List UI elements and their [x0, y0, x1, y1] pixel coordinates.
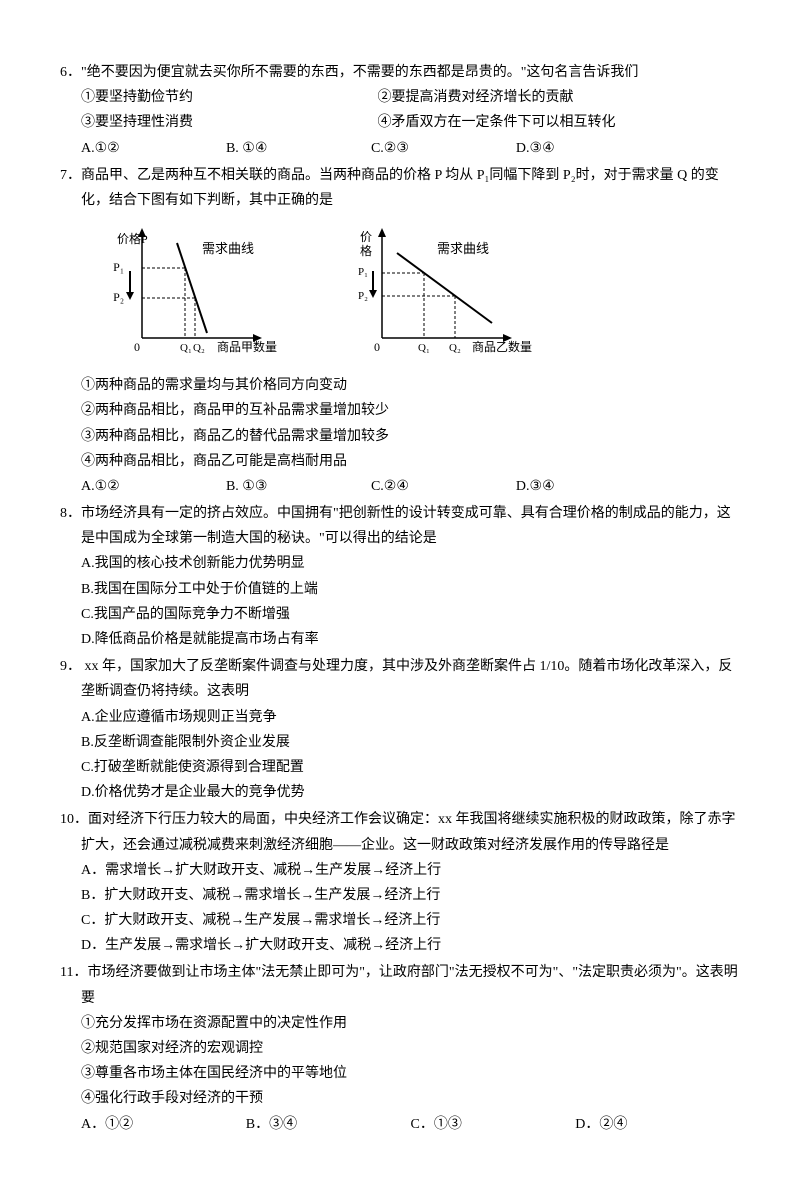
q6-options: A.①② B. ①④ C.②③ D.③④	[60, 136, 740, 161]
chart-2: 价 格 需求曲线 P₁ P₂ 0 Q₁ Q₂ 商品乙数量	[342, 223, 562, 363]
c1-q1: Q₁	[180, 342, 192, 354]
q7-stem: 7．商品甲、乙是两种互不相关联的商品。当两种商品的价格 P 均从 P₁同幅下降到…	[60, 163, 740, 213]
q11-num: 11．	[60, 965, 87, 980]
q9-oD: D.价格优势才是企业最大的竞争优势	[60, 780, 740, 805]
question-8: 8．市场经济具有一定的挤占效应。中国拥有"把创新性的设计转变成可靠、具有合理价格…	[60, 501, 740, 652]
q9-oB: B.反垄断调查能限制外资企业发展	[60, 730, 740, 755]
c2-xlabel: 商品乙数量	[472, 339, 532, 354]
c2-ylabel-1: 价	[360, 230, 372, 244]
q6-oC: C.②③	[371, 136, 516, 161]
q7-oD: D.③④	[516, 474, 661, 499]
c2-p2: P₂	[358, 290, 368, 302]
q6-sub-row2: ③要坚持理性消费 ④矛盾双方在一定条件下可以相互转化	[60, 110, 740, 135]
q6-oA: A.①②	[81, 136, 226, 161]
q8-stem: 8．市场经济具有一定的挤占效应。中国拥有"把创新性的设计转变成可靠、具有合理价格…	[60, 501, 740, 551]
q10-stem: 10．面对经济下行压力较大的局面，中央经济工作会议确定：xx 年我国将继续实施积…	[60, 807, 740, 857]
q9-stem: 9． xx 年，国家加大了反垄断案件调查与处理力度，其中涉及外商垄断案件占 1/…	[60, 654, 740, 704]
q6-text: "绝不要因为便宜就去买你所不需要的东西，不需要的东西都是昂贵的。"这句名言告诉我…	[81, 65, 638, 80]
c2-ylabel-2: 格	[360, 243, 372, 258]
c1-p1: P₁	[113, 260, 124, 274]
q9-oA: A.企业应遵循市场规则正当竞争	[60, 705, 740, 730]
q8-oD: D.降低商品价格是就能提高市场占有率	[60, 627, 740, 652]
question-9: 9． xx 年，国家加大了反垄断案件调查与处理力度，其中涉及外商垄断案件占 1/…	[60, 654, 740, 805]
q7-oA: A.①②	[81, 474, 226, 499]
c1-p2: P₂	[113, 290, 124, 304]
q9-num: 9．	[60, 659, 81, 674]
question-7: 7．商品甲、乙是两种互不相关联的商品。当两种商品的价格 P 均从 P₁同幅下降到…	[60, 163, 740, 499]
q10-oB: B．扩大财政开支、减税→需求增长→生产发展→经济上行	[60, 883, 740, 908]
q11-s4: ④强化行政手段对经济的干预	[60, 1086, 740, 1111]
q11-text: 市场经济要做到让市场主体"法无禁止即可为"，让政府部门"法无授权不可为"、"法定…	[81, 965, 738, 1005]
q11-stem: 11．市场经济要做到让市场主体"法无禁止即可为"，让政府部门"法无授权不可为"、…	[60, 960, 740, 1010]
q8-oB: B.我国在国际分工中处于价值链的上端	[60, 577, 740, 602]
c2-p1: P₁	[358, 266, 368, 278]
q6-num: 6．	[60, 65, 81, 80]
c2-curve-label: 需求曲线	[437, 241, 489, 256]
question-6: 6．"绝不要因为便宜就去买你所不需要的东西，不需要的东西都是昂贵的。"这句名言告…	[60, 60, 740, 161]
q6-sub-row1: ①要坚持勤俭节约 ②要提高消费对经济增长的贡献	[60, 85, 740, 110]
q11-s2: ②规范国家对经济的宏观调控	[60, 1036, 740, 1061]
c1-ylabel: 价格P	[117, 231, 148, 246]
q7-oB: B. ①③	[226, 474, 371, 499]
q6-s2: ②要提高消费对经济增长的贡献	[378, 85, 574, 110]
q9-oC: C.打破垄断就能使资源得到合理配置	[60, 755, 740, 780]
c1-xlabel: 商品甲数量	[217, 339, 277, 354]
q7-charts: 价格P 需求曲线 P₁ P₂ 0 Q₁ Q₂ 商品甲数量 价	[60, 223, 740, 363]
c1-curve-label: 需求曲线	[202, 241, 254, 256]
q10-oC: C．扩大财政开支、减税→生产发展→需求增长→经济上行	[60, 908, 740, 933]
q8-oA: A.我国的核心技术创新能力优势明显	[60, 551, 740, 576]
question-11: 11．市场经济要做到让市场主体"法无禁止即可为"，让政府部门"法无授权不可为"、…	[60, 960, 740, 1136]
q10-num: 10．	[60, 812, 88, 827]
q6-oD: D.③④	[516, 136, 661, 161]
q7-num: 7．	[60, 168, 81, 183]
q7-s1: ①两种商品的需求量均与其价格同方向变动	[60, 373, 740, 398]
c1-q2: Q₂	[193, 342, 205, 354]
q7-text: 商品甲、乙是两种互不相关联的商品。当两种商品的价格 P 均从 P₁同幅下降到 P…	[81, 168, 719, 208]
question-10: 10．面对经济下行压力较大的局面，中央经济工作会议确定：xx 年我国将继续实施积…	[60, 807, 740, 958]
q10-text: 面对经济下行压力较大的局面，中央经济工作会议确定：xx 年我国将继续实施积极的财…	[81, 812, 736, 852]
q11-s1: ①充分发挥市场在资源配置中的决定性作用	[60, 1011, 740, 1036]
c2-q1: Q₁	[418, 342, 430, 354]
c1-origin: 0	[134, 340, 140, 354]
q7-options: A.①② B. ①③ C.②④ D.③④	[60, 474, 740, 499]
q7-oC: C.②④	[371, 474, 516, 499]
c2-q2: Q₂	[449, 342, 461, 354]
q6-s4: ④矛盾双方在一定条件下可以相互转化	[378, 110, 616, 135]
q10-oA: A．需求增长→扩大财政开支、减税→生产发展→经济上行	[60, 858, 740, 883]
q7-s2: ②两种商品相比，商品甲的互补品需求量增加较少	[60, 398, 740, 423]
chart-1: 价格P 需求曲线 P₁ P₂ 0 Q₁ Q₂ 商品甲数量	[102, 223, 312, 363]
c2-origin: 0	[374, 340, 380, 354]
q9-text: xx 年，国家加大了反垄断案件调查与处理力度，其中涉及外商垄断案件占 1/10。…	[81, 659, 732, 699]
q6-oB: B. ①④	[226, 136, 371, 161]
q11-s3: ③尊重各市场主体在国民经济中的平等地位	[60, 1061, 740, 1086]
q8-oC: C.我国产品的国际竞争力不断增强	[60, 602, 740, 627]
q10-oD: D．生产发展→需求增长→扩大财政开支、减税→经济上行	[60, 933, 740, 958]
q7-s3: ③两种商品相比，商品乙的替代品需求量增加较多	[60, 424, 740, 449]
q6-stem: 6．"绝不要因为便宜就去买你所不需要的东西，不需要的东西都是昂贵的。"这句名言告…	[60, 60, 740, 85]
q7-s4: ④两种商品相比，商品乙可能是高档耐用品	[60, 449, 740, 474]
q8-text: 市场经济具有一定的挤占效应。中国拥有"把创新性的设计转变成可靠、具有合理价格的制…	[81, 506, 731, 546]
q8-num: 8．	[60, 506, 81, 521]
q6-s1: ①要坚持勤俭节约	[81, 85, 378, 110]
q6-s3: ③要坚持理性消费	[81, 110, 378, 135]
